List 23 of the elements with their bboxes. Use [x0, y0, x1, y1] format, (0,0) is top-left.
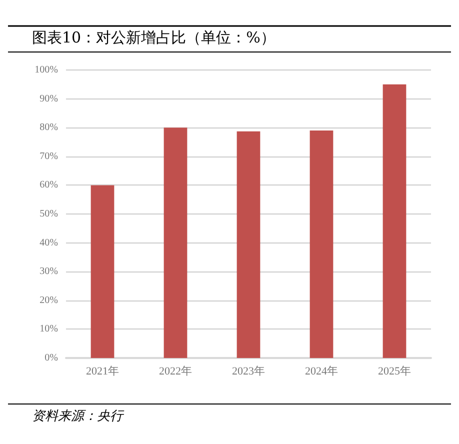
x-tick-label: 2024年	[305, 366, 338, 378]
x-tick-label: 2023年	[232, 366, 265, 378]
y-tick-label: 10%	[40, 324, 58, 335]
y-tick-label: 50%	[40, 208, 58, 220]
y-tick-label: 100%	[34, 64, 58, 76]
chart-title: 图表10：对公新增占比（单位：%）	[32, 28, 276, 46]
y-tick-label: 20%	[40, 294, 58, 306]
bar	[164, 128, 188, 358]
x-tick-label: 2025年	[378, 366, 411, 378]
bar	[90, 185, 114, 358]
bar	[236, 131, 260, 358]
text: 资料来源：央行	[32, 409, 125, 424]
y-tick-label: 30%	[40, 266, 58, 278]
bar	[310, 130, 334, 358]
y-tick-label: 90%	[40, 93, 58, 104]
y-tick-label: 80%	[40, 122, 58, 134]
y-tick-label: 40%	[40, 237, 58, 248]
bar	[382, 84, 406, 358]
x-tick-label: 2022年	[159, 366, 192, 378]
x-tick-label: 2021年	[86, 366, 119, 378]
y-tick-label: 0%	[44, 352, 58, 364]
y-tick-label: 70%	[40, 150, 58, 162]
y-tick-label: 60%	[40, 180, 58, 191]
